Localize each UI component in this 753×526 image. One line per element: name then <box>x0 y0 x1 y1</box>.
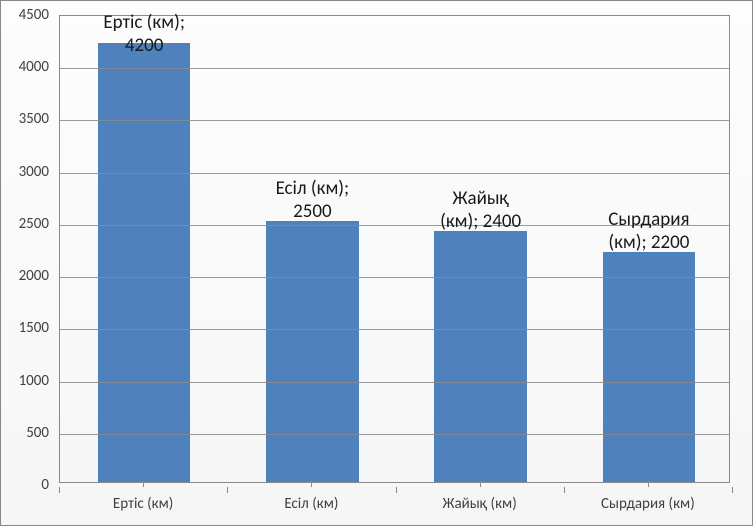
y-tick-label: 2500 <box>1 215 49 233</box>
data-label-line: 2500 <box>276 201 350 224</box>
gridline <box>60 120 729 121</box>
data-label-line: (км); 2400 <box>440 211 521 234</box>
x-boundary-tick <box>227 487 228 493</box>
gridline <box>60 173 729 174</box>
y-tick-label: 4500 <box>1 6 49 24</box>
gridline <box>60 434 729 435</box>
y-tick-label: 4000 <box>1 58 49 76</box>
x-tick-label: Жайық (км) <box>443 495 517 513</box>
y-tick-label: 3500 <box>1 110 49 128</box>
x-boundary-tick <box>732 487 733 493</box>
x-tick-label: Есіл (км) <box>284 495 338 513</box>
data-label: Ертіс (км);4200 <box>103 12 185 58</box>
y-axis: 050010001500200025003000350040004500 <box>1 15 55 483</box>
data-label-line: 4200 <box>103 35 185 58</box>
x-tick-label: Ертіс (км) <box>113 495 173 513</box>
x-tick-label: Сырдария (км) <box>601 495 695 513</box>
data-label-line: Ертіс (км); <box>103 12 185 35</box>
x-boundary-tick <box>59 487 60 493</box>
x-tick-mark <box>480 481 481 487</box>
x-tick-mark <box>648 481 649 487</box>
data-label-line: Сырдария <box>608 209 689 232</box>
data-label: Есіл (км);2500 <box>276 178 350 224</box>
y-tick-label: 2000 <box>1 267 49 285</box>
gridline <box>60 382 729 383</box>
gridline <box>60 277 729 278</box>
gridline <box>60 68 729 69</box>
data-label: Жайық(км); 2400 <box>440 188 521 234</box>
bar <box>266 221 359 482</box>
data-label-line: Жайық <box>440 188 521 211</box>
data-label-line: (км); 2200 <box>608 232 689 255</box>
y-tick-label: 1500 <box>1 319 49 337</box>
gridline <box>60 329 729 330</box>
x-tick-mark <box>311 481 312 487</box>
data-label-line: Есіл (км); <box>276 178 350 201</box>
x-axis: Ертіс (км) Есіл (км) Жайық (км) Сырдария (к… <box>59 487 730 525</box>
x-tick-mark <box>143 481 144 487</box>
y-tick-label: 500 <box>1 424 49 442</box>
x-boundary-tick <box>396 487 397 493</box>
bar <box>603 252 696 482</box>
y-tick-label: 3000 <box>1 163 49 181</box>
x-boundary-tick <box>564 487 565 493</box>
y-tick-label: 0 <box>1 476 49 494</box>
y-tick-label: 1000 <box>1 372 49 390</box>
data-label: Сырдария(км); 2200 <box>608 209 689 255</box>
plot-area: Ертіс (км);4200Есіл (км);2500Жайық(км); … <box>59 15 730 483</box>
chart-container: 0 500 1000 1500 2000 2500 3000 3500 4000 4500 Ерт… <box>0 0 753 526</box>
bar <box>434 231 527 482</box>
bar <box>98 43 191 482</box>
